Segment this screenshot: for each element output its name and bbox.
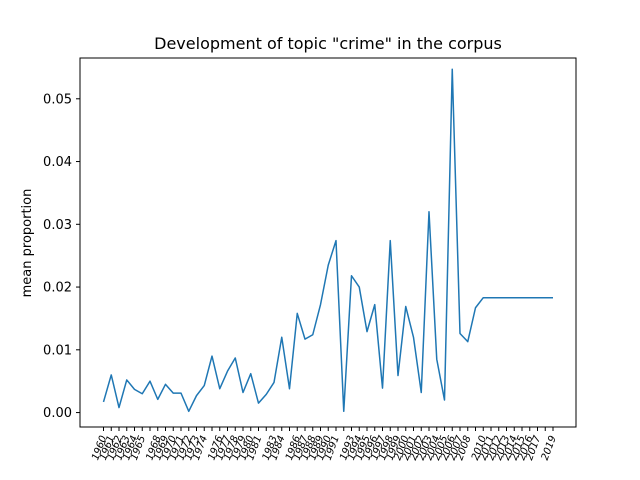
y-tick-label: 0.03 xyxy=(43,218,72,233)
series-line xyxy=(102,68,553,413)
y-tick-label: 0.01 xyxy=(43,343,72,358)
plot-frame xyxy=(79,57,577,428)
y-tick-label: 0.00 xyxy=(43,406,72,421)
y-tick-label: 0.02 xyxy=(43,281,72,296)
plot-series xyxy=(102,68,553,413)
y-tick-label: 0.04 xyxy=(43,155,72,170)
y-axis: 0.00 0.01 0.02 0.03 0.04 0.05 xyxy=(43,92,80,421)
y-tick-label: 0.05 xyxy=(43,92,72,107)
y-axis-label: mean proportion xyxy=(20,189,35,298)
x-axis: 1960196119621963196419651968196919701971… xyxy=(90,427,559,462)
chart-title: Development of topic "crime" in the corp… xyxy=(154,34,502,53)
